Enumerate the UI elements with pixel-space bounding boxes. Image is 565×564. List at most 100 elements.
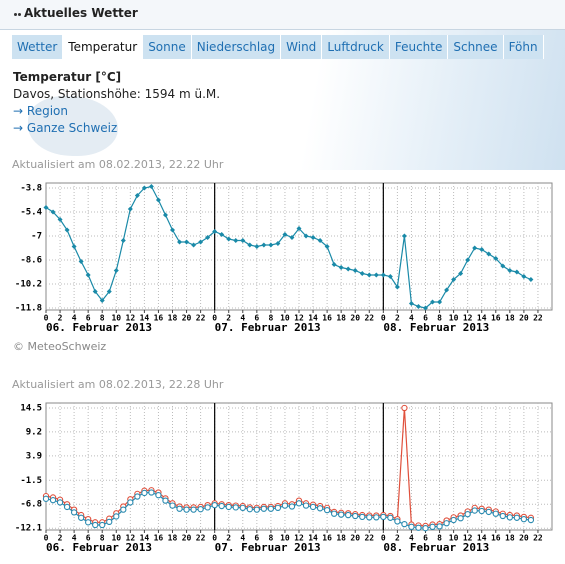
x-tick-label: 18 [336, 314, 346, 323]
tab[interactable]: Sonne [143, 35, 192, 59]
tab[interactable]: Wind [281, 35, 323, 59]
y-tick-label: -3.8 [20, 183, 42, 193]
data-point [479, 247, 485, 253]
day-label: 07. Februar 2013 [215, 321, 321, 334]
chart-subtitle: Aktualisiert am 08.02.2013, 22.22 Uhr [12, 158, 224, 171]
tab[interactable]: Schnee [448, 35, 504, 59]
data-point [401, 404, 408, 412]
x-tick-label: 8 [100, 534, 105, 543]
data-point [513, 514, 521, 521]
x-tick-label: 4 [72, 534, 77, 543]
data-point [310, 234, 316, 240]
data-point [451, 277, 457, 283]
data-point [309, 503, 317, 511]
x-tick-label: 14 [140, 314, 150, 323]
data-point [127, 206, 133, 212]
x-tick-label: 8 [268, 534, 273, 543]
data-point [260, 505, 268, 512]
x-tick-label: 10 [449, 314, 459, 323]
data-point [204, 504, 211, 511]
x-tick-label: 18 [505, 314, 515, 323]
x-tick-label: 14 [477, 534, 487, 543]
x-tick-label: 4 [240, 314, 245, 323]
data-point [387, 514, 394, 521]
x-tick-label: 0 [212, 314, 217, 323]
data-point [261, 242, 267, 248]
y-tick-label: -8.6 [20, 256, 42, 266]
data-point [43, 204, 49, 210]
day-label: 06. Februar 2013 [46, 541, 152, 554]
data-line [45, 491, 531, 529]
y-tick-label: -7 [31, 231, 42, 241]
x-tick-label: 6 [423, 314, 428, 323]
data-point [359, 271, 365, 277]
data-point [239, 504, 246, 512]
data-point [92, 521, 99, 529]
y-tick-label: -6.8 [20, 500, 42, 510]
data-point [77, 514, 85, 521]
data-point [99, 521, 106, 529]
data-point [394, 518, 401, 525]
data-point [127, 499, 134, 506]
link-row[interactable]: → Ganze Schweiz [13, 120, 220, 137]
data-point [106, 289, 112, 295]
link-row[interactable]: → Region [13, 103, 220, 120]
header-title: Aktuelles Wetter [24, 6, 138, 20]
data-point [246, 506, 253, 513]
tab[interactable]: Wetter [12, 35, 64, 59]
x-tick-label: 18 [168, 314, 178, 323]
x-tick-label: 16 [322, 534, 332, 543]
data-point [472, 245, 478, 251]
data-point [507, 268, 513, 274]
map-silhouette [28, 96, 118, 156]
y-tick-label: 14.5 [20, 403, 42, 413]
x-tick-label: 22 [364, 314, 374, 323]
tab[interactable]: Feuchte [390, 35, 449, 59]
x-tick-label: 22 [196, 314, 206, 323]
day-label: 08. Februar 2013 [383, 321, 489, 334]
data-line [45, 407, 531, 527]
x-tick-label: 2 [58, 314, 63, 323]
link[interactable]: Region [26, 104, 68, 118]
data-point [225, 503, 232, 511]
data-point [394, 284, 400, 290]
data-point [499, 512, 506, 520]
station-info: Temperatur [°C] Davos, Stationshöhe: 159… [13, 69, 220, 137]
data-point [302, 502, 310, 509]
arrow-icon: → [13, 104, 24, 118]
data-point [345, 511, 352, 519]
x-tick-label: 2 [395, 534, 400, 543]
tab[interactable]: Föhn [504, 35, 544, 59]
data-point [274, 504, 282, 512]
x-tick-label: 12 [126, 314, 136, 323]
x-tick-label: 12 [126, 534, 136, 543]
data-point [85, 272, 91, 278]
x-tick-label: 8 [437, 314, 442, 323]
data-point [423, 305, 428, 311]
data-point [422, 525, 429, 532]
link[interactable]: Ganze Schweiz [26, 121, 118, 135]
x-tick-label: 10 [280, 314, 290, 323]
data-point [493, 256, 499, 262]
x-tick-label: 20 [350, 534, 360, 543]
x-tick-label: 16 [154, 534, 164, 543]
data-line [45, 185, 532, 309]
data-point [57, 216, 63, 222]
tab[interactable]: Niederschlag [192, 35, 282, 59]
y-tick-label: 9.2 [26, 427, 42, 437]
chart-subtitle: Aktualisiert am 08.02.2013, 22.28 Uhr [12, 378, 224, 391]
data-point [366, 272, 372, 278]
data-point [380, 513, 387, 521]
tab[interactable]: Temperatur [63, 35, 144, 59]
x-tick-label: 0 [212, 534, 217, 543]
data-point [64, 227, 70, 233]
x-tick-label: 0 [381, 534, 386, 543]
data-point [162, 497, 169, 504]
tab[interactable]: Luftdruck [322, 35, 390, 59]
x-tick-label: 8 [268, 314, 273, 323]
data-point [85, 519, 92, 526]
tab-bar: Wetter Temperatur Sonne Niederschlag Wind Luf… [12, 35, 544, 59]
x-tick-label: 12 [294, 314, 304, 323]
data-point [338, 265, 344, 271]
data-point [267, 505, 275, 512]
